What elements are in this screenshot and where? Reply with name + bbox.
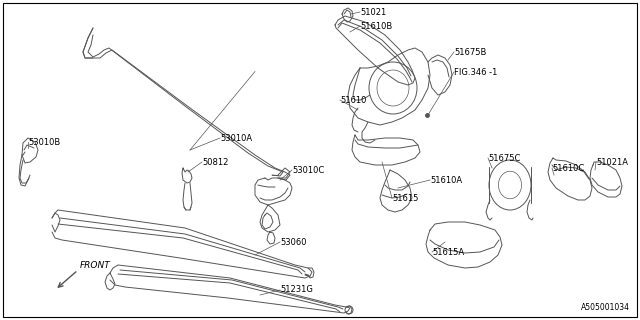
Text: 51675B: 51675B	[454, 47, 486, 57]
Text: 51021: 51021	[360, 7, 387, 17]
Text: 53010B: 53010B	[28, 138, 60, 147]
Text: 51675C: 51675C	[488, 154, 520, 163]
Text: 51610B: 51610B	[360, 21, 392, 30]
Text: 53010C: 53010C	[292, 165, 324, 174]
Text: 51610: 51610	[340, 95, 366, 105]
Text: FRONT: FRONT	[80, 260, 111, 269]
Text: 51610C: 51610C	[552, 164, 584, 172]
Text: 51021A: 51021A	[596, 157, 628, 166]
Text: FIG.346 -1: FIG.346 -1	[454, 68, 497, 76]
Text: 51231G: 51231G	[280, 285, 313, 294]
Text: 51615: 51615	[392, 194, 419, 203]
Text: 53010A: 53010A	[220, 133, 252, 142]
Text: 51615A: 51615A	[432, 247, 464, 257]
Text: 50812: 50812	[202, 157, 228, 166]
Text: 53060: 53060	[280, 237, 307, 246]
Text: 51610A: 51610A	[430, 175, 462, 185]
Text: A505001034: A505001034	[581, 303, 630, 312]
